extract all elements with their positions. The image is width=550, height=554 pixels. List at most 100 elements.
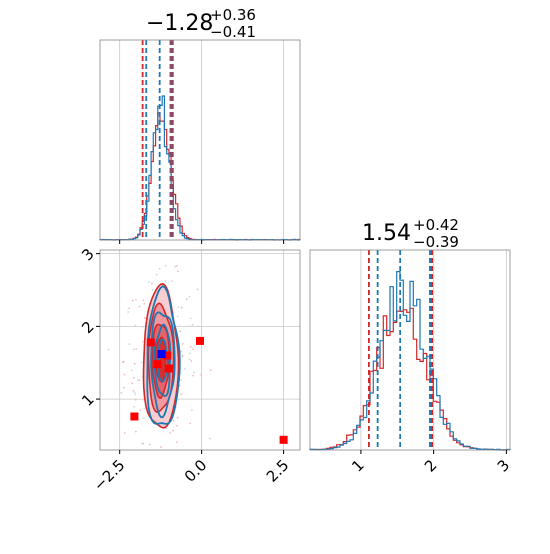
sample-dot	[172, 419, 175, 422]
sample-dot	[127, 311, 130, 313]
sample-dot	[179, 330, 182, 333]
sample-dot	[132, 389, 135, 392]
sample-dot	[177, 306, 180, 308]
histogram-param0-panel	[99, 39, 301, 244]
sample-dot	[181, 343, 184, 345]
sample-dot	[192, 374, 195, 377]
sample-dot	[142, 340, 144, 343]
point-red-0	[146, 338, 155, 347]
point-blue-0	[157, 350, 166, 358]
y-tick-label-param1: 1	[78, 390, 97, 409]
histogram-param0-frame	[99, 39, 301, 241]
sample-dot	[160, 446, 163, 449]
sample-dot	[134, 393, 137, 396]
sample-dot	[151, 282, 153, 285]
sample-dot	[142, 398, 145, 401]
sample-dot	[192, 348, 194, 351]
sample-dot	[148, 281, 151, 283]
sample-dot	[176, 416, 179, 419]
sample-dot	[142, 442, 145, 445]
sample-dot	[164, 280, 167, 282]
y-tick-label-param1: 3	[78, 245, 97, 264]
sample-dot	[178, 384, 181, 387]
sample-dot	[132, 348, 135, 351]
sample-dot	[138, 379, 141, 382]
joint-scatter-frame	[99, 249, 301, 451]
title-param0-sub: −0.41	[210, 23, 256, 41]
sample-dot	[180, 393, 183, 396]
sample-dot	[158, 267, 161, 270]
sample-dot	[180, 378, 182, 381]
sample-dot	[200, 373, 203, 376]
title-param1-sup: +0.42	[413, 216, 459, 234]
sample-dot	[189, 352, 191, 355]
sample-dot	[139, 409, 142, 411]
sample-dot	[186, 298, 188, 301]
x-tick-label-param0: −2.5	[90, 456, 128, 494]
sample-dot	[188, 325, 190, 327]
title-param1: 1.54 +0.42 −0.39	[362, 216, 459, 251]
x-tick-label-param0: 0.0	[181, 456, 211, 486]
sample-dot	[133, 391, 136, 394]
joint-scatter-panel: −2.5 0.0 2.5 1 2 3	[78, 245, 301, 495]
sample-dot	[189, 345, 192, 348]
x-tick-label-param1: 2	[421, 456, 440, 475]
sample-dot	[135, 430, 137, 433]
sample-dot	[128, 343, 131, 346]
sample-dot	[123, 386, 125, 389]
sample-dot	[133, 376, 135, 379]
histogram-param0-blue	[99, 95, 300, 241]
sample-dot	[184, 367, 186, 370]
sample-dot	[123, 432, 126, 434]
sample-dot	[170, 280, 173, 282]
sample-dot	[191, 324, 194, 326]
point-red-5	[130, 412, 139, 421]
sample-dot	[143, 317, 146, 319]
sample-dot	[133, 406, 136, 408]
sample-dot	[164, 264, 167, 267]
histogram-param1-blue	[309, 271, 511, 451]
sample-dot	[165, 427, 168, 430]
point-red-3	[153, 360, 162, 369]
sample-dot	[197, 325, 200, 328]
histogram-param1-frame	[309, 249, 511, 451]
sample-dot	[141, 325, 144, 328]
sample-dot	[193, 371, 195, 374]
sample-dot	[121, 361, 124, 364]
sample-dot	[142, 299, 145, 302]
sample-dot	[176, 315, 179, 318]
sample-dot	[135, 299, 137, 301]
sample-dot	[107, 348, 110, 351]
sample-dot	[191, 409, 193, 411]
sample-dot	[175, 265, 178, 267]
sample-dot	[181, 354, 184, 357]
sample-dot	[135, 348, 138, 350]
sample-dot	[174, 265, 177, 268]
sample-dot	[180, 306, 183, 309]
sample-dot	[142, 417, 145, 419]
x-tick-label-param0: 2.5	[263, 456, 293, 486]
sample-dot	[143, 302, 146, 305]
sample-dot	[180, 350, 182, 353]
sample-dot	[189, 317, 192, 320]
sample-dot	[120, 392, 123, 394]
x-tick-label-param1: 1	[348, 456, 367, 475]
sample-dot	[155, 273, 158, 276]
sample-dot	[130, 369, 133, 372]
sample-dot	[128, 307, 131, 310]
histogram-param1-panel: 1 2 3	[309, 249, 513, 476]
point-red-6	[279, 435, 288, 444]
sample-dot	[140, 361, 143, 364]
sample-dot	[176, 441, 178, 443]
sample-dot	[134, 398, 137, 401]
sample-dot	[188, 295, 191, 298]
sample-dot	[148, 443, 151, 446]
sample-dot	[178, 325, 181, 328]
point-red-1	[163, 351, 172, 360]
sample-dot	[144, 407, 146, 410]
contour-red-level-3	[154, 336, 167, 383]
title-param1-main: 1.54	[362, 221, 411, 246]
sample-dot	[208, 437, 211, 440]
